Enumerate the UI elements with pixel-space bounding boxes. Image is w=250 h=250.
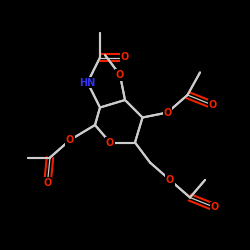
Text: O: O	[208, 100, 216, 110]
Text: O: O	[106, 138, 114, 147]
Text: O: O	[166, 175, 174, 185]
Text: O: O	[211, 202, 219, 212]
Text: O: O	[116, 70, 124, 80]
Text: O: O	[121, 52, 129, 62]
Text: HN: HN	[80, 78, 96, 88]
Text: O: O	[44, 178, 52, 188]
Text: O: O	[164, 108, 172, 118]
Text: O: O	[66, 135, 74, 145]
